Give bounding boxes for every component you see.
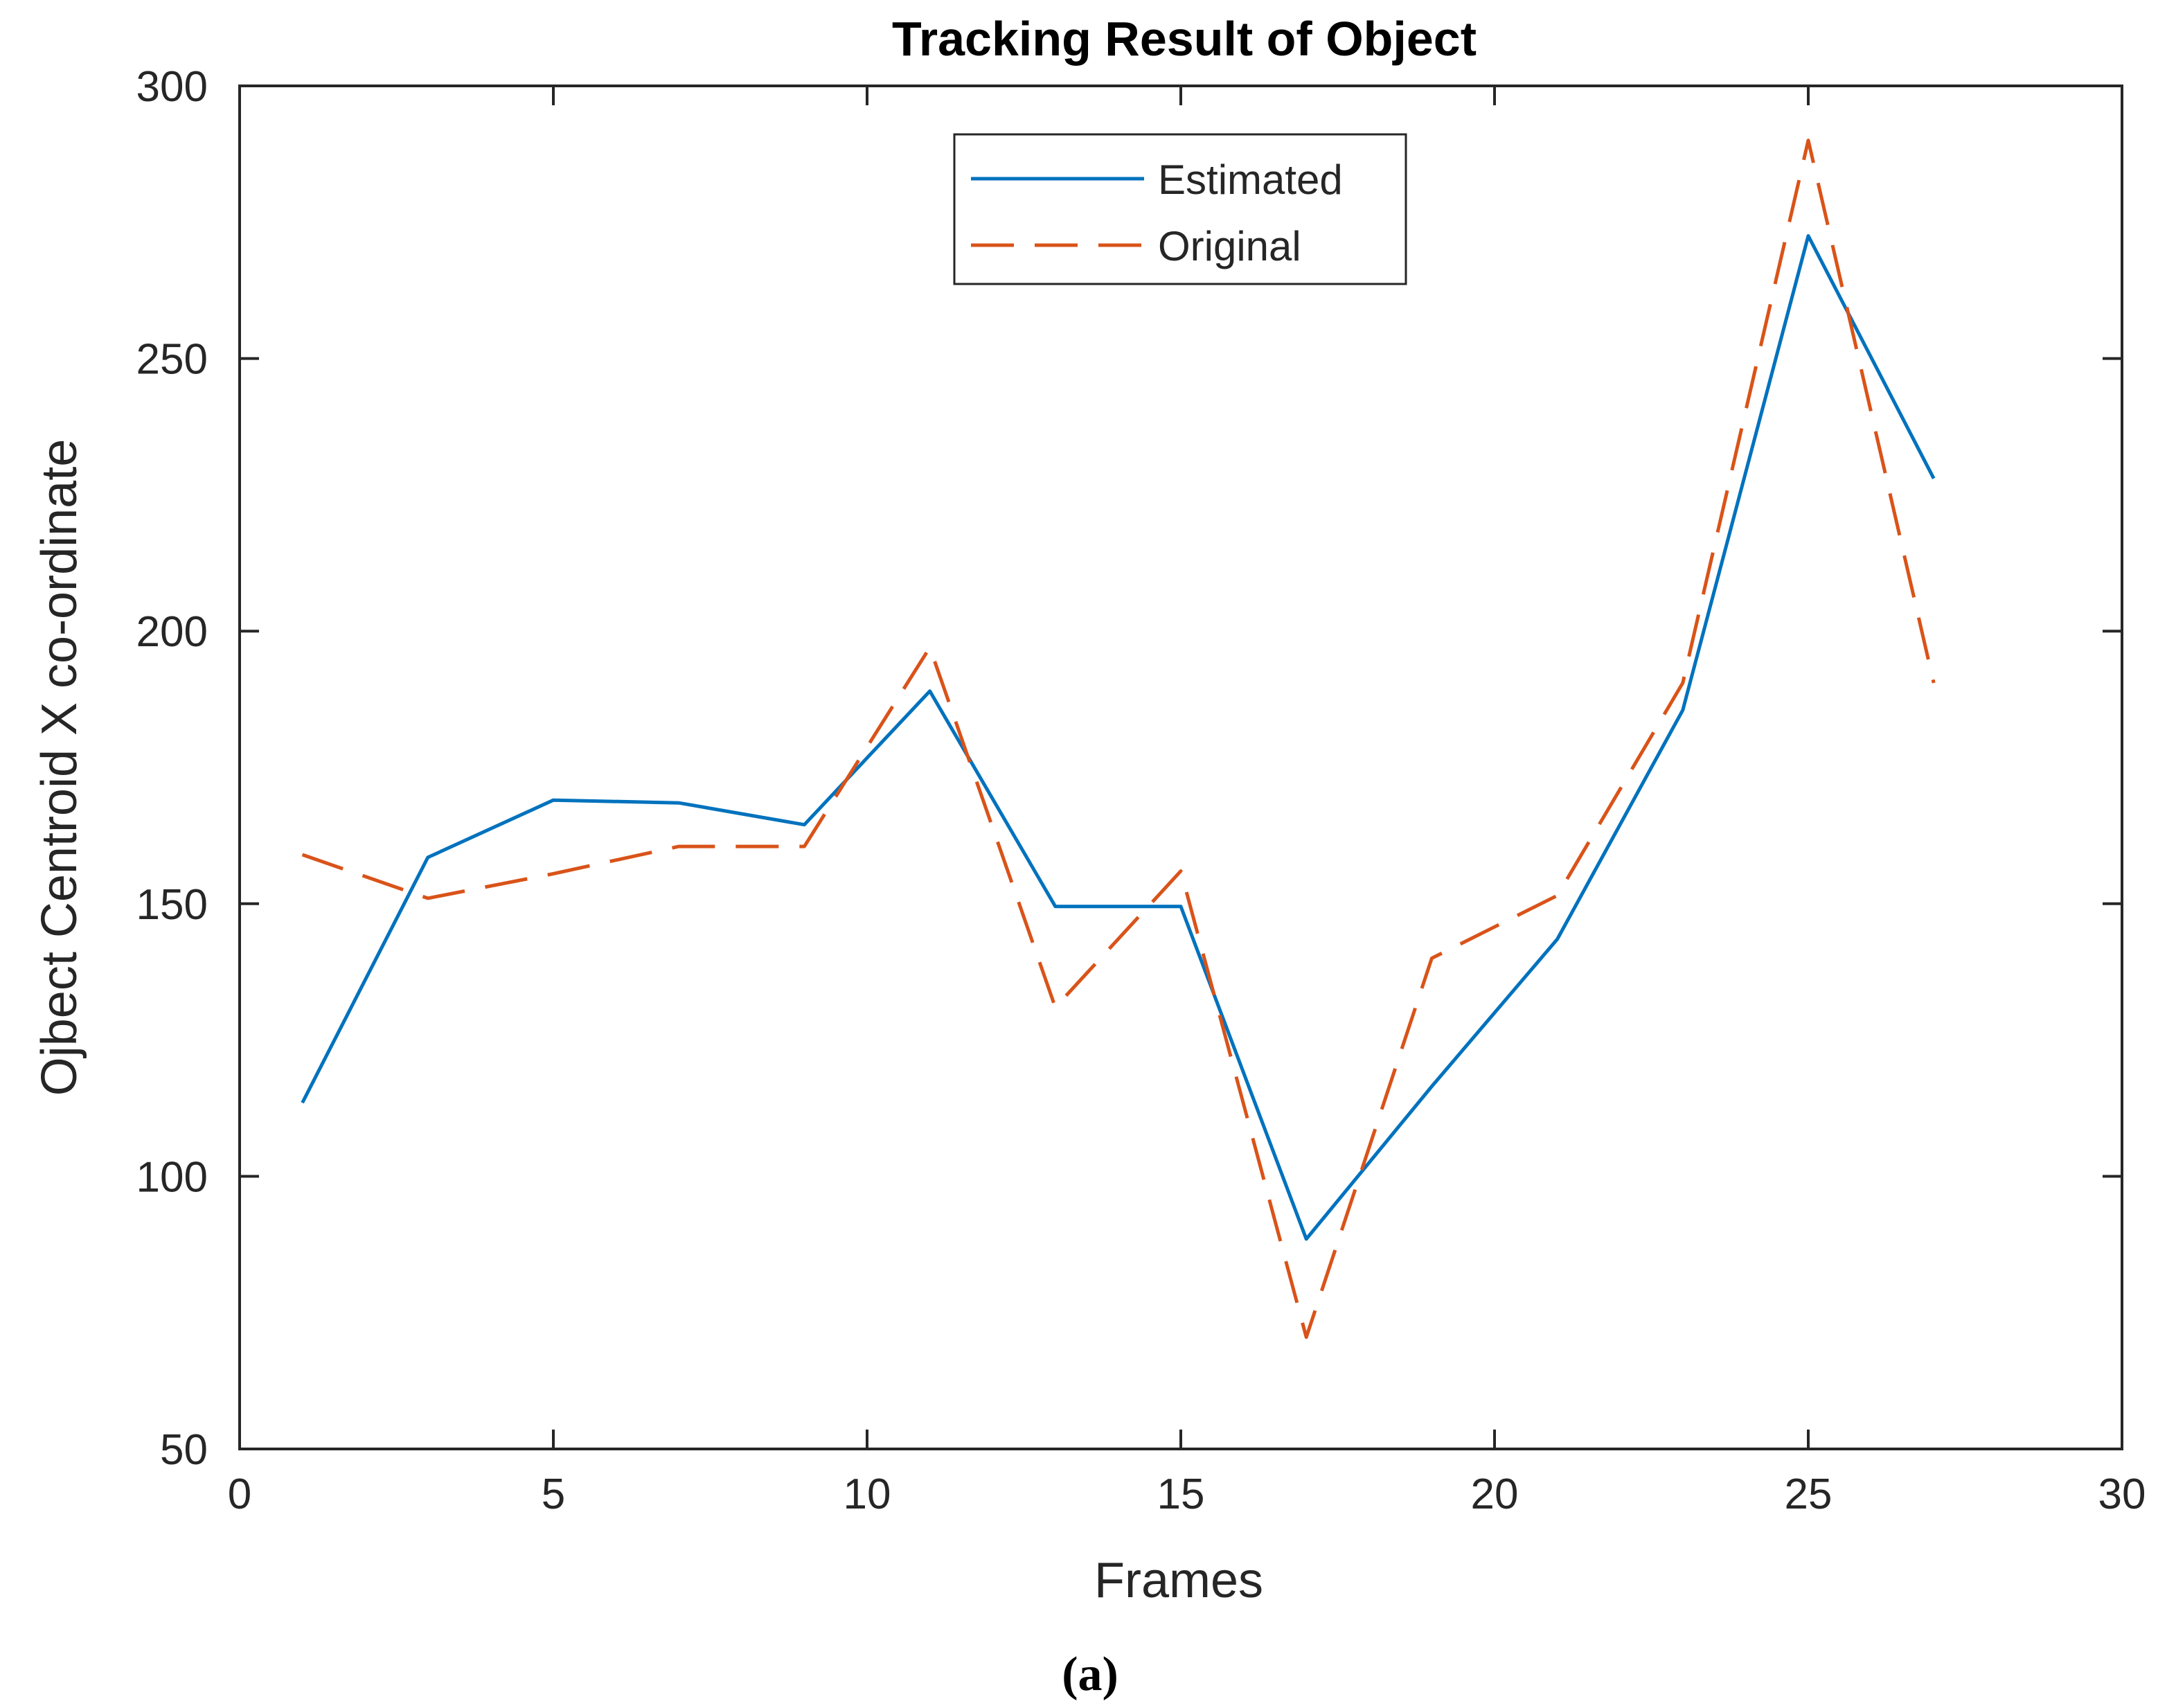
y-tick-label: 300 (136, 63, 208, 111)
legend-label-original: Original (1158, 223, 1301, 269)
x-tick-label: 5 (542, 1470, 565, 1518)
x-tick-label: 15 (1157, 1470, 1205, 1518)
axis-ticks (238, 84, 2123, 1450)
legend-label-estimated: Estimated (1158, 157, 1343, 203)
y-tick-label: 100 (136, 1153, 208, 1201)
series-layer (301, 139, 1936, 1340)
legend-box (953, 133, 1407, 285)
x-tick-label: 20 (1471, 1470, 1519, 1518)
axes-box (238, 84, 2123, 1450)
y-axis-label: Ojbect Centroid X co-ordinate (32, 439, 87, 1096)
plot-area: 0 5 10 15 20 25 30 50 100 150 200 250 300 (136, 63, 2146, 1518)
chart-title: Tracking Result of Object (892, 12, 1477, 66)
y-tick-label: 250 (136, 336, 208, 384)
y-tick-label: 200 (136, 608, 208, 656)
legend: Estimated Original (953, 133, 1407, 285)
x-axis-label: Frames (1094, 1553, 1263, 1608)
series-line-original (301, 139, 1936, 1340)
y-tick-label: 150 (136, 881, 208, 929)
series-line-estimated (301, 234, 1936, 1241)
x-tick-label: 30 (2098, 1470, 2146, 1518)
y-tick-label: 50 (160, 1426, 208, 1474)
axis-tick-labels: 0 5 10 15 20 25 30 50 100 150 200 250 300 (136, 63, 2146, 1518)
x-tick-label: 10 (844, 1470, 891, 1518)
x-tick-label: 0 (228, 1470, 251, 1518)
figure-caption: (a) (1062, 1648, 1118, 1701)
x-tick-label: 25 (1785, 1470, 1832, 1518)
